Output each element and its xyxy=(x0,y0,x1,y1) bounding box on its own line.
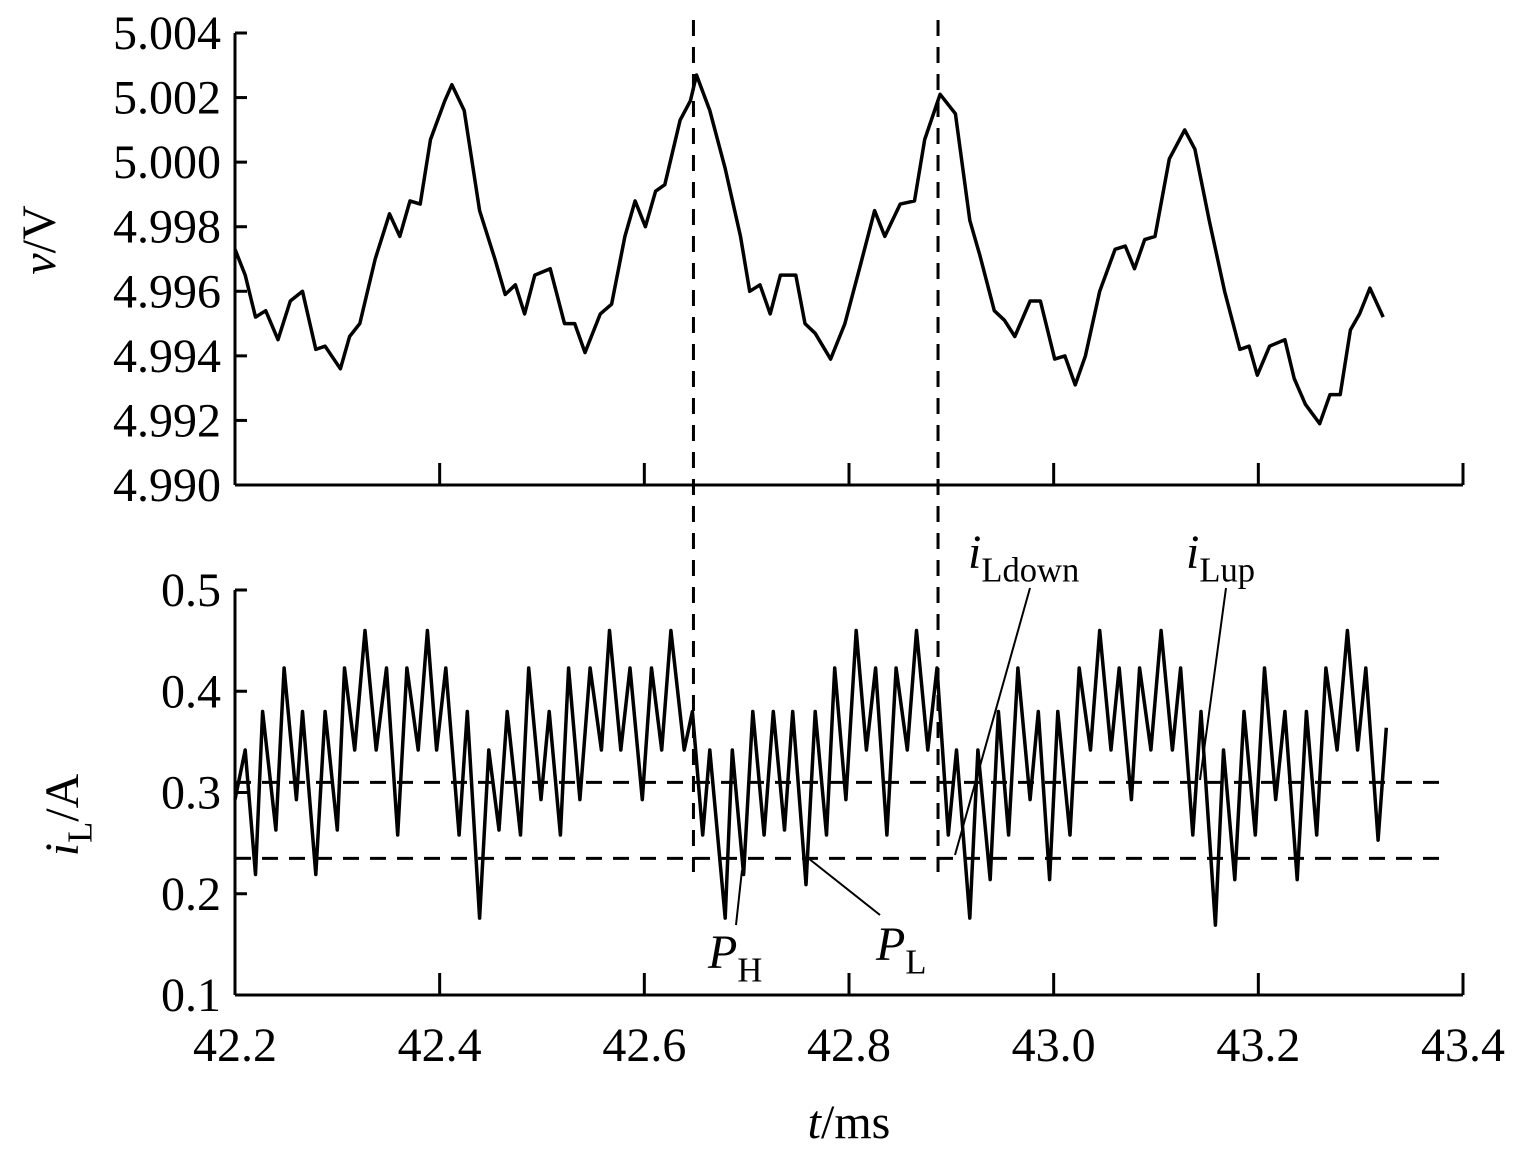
annotation-part: P xyxy=(875,918,905,971)
x-tick-label: 43.0 xyxy=(1012,1019,1096,1072)
y-tick-label: 5.004 xyxy=(113,7,221,60)
annotation-part: Lup xyxy=(1199,551,1255,589)
x-tick-label: 43.4 xyxy=(1421,1019,1505,1072)
annotation-leader xyxy=(954,587,1031,856)
annotation: PH xyxy=(707,926,762,989)
y-tick-label: 4.992 xyxy=(113,394,221,447)
x-axis-label-part: /ms xyxy=(821,1096,890,1149)
y-tick-label: 0.1 xyxy=(161,969,221,1022)
y-tick-label: 0.4 xyxy=(161,665,221,718)
x-tick-label: 43.2 xyxy=(1216,1019,1300,1072)
annotation-part: P xyxy=(707,926,737,979)
x-tick-label: 42.4 xyxy=(398,1019,482,1072)
y-axis-label-part: L xyxy=(61,822,99,843)
annotation-leader xyxy=(1199,587,1227,781)
x-axis-label-part: t xyxy=(808,1096,823,1149)
annotation-part: i xyxy=(1186,526,1199,579)
y-tick-label: 0.2 xyxy=(161,868,221,921)
y-tick-label: 5.002 xyxy=(113,72,221,125)
y-axis-label-part: /A xyxy=(36,773,89,821)
y-tick-label: 4.994 xyxy=(113,330,221,383)
y-axis-label: v/V xyxy=(13,205,66,275)
x-tick-label: 42.2 xyxy=(193,1019,277,1072)
y-tick-label: 0.3 xyxy=(161,767,221,820)
y-axis-label-part: i xyxy=(36,843,89,856)
x-tick-label: 42.8 xyxy=(807,1019,891,1072)
annotation: iLdown xyxy=(968,526,1079,589)
x-tick-label: 42.6 xyxy=(602,1019,686,1072)
annotation-part: L xyxy=(905,943,926,981)
y-tick-label: 4.996 xyxy=(113,265,221,318)
annotation: PL xyxy=(875,918,926,981)
y-tick-label: 4.990 xyxy=(113,459,221,512)
annotation-leader xyxy=(807,857,881,916)
y-axis-label: iL/A xyxy=(36,773,99,856)
annotation-part: Ldown xyxy=(981,551,1079,589)
annotation-part: H xyxy=(737,951,762,989)
annotation-leader xyxy=(735,869,743,926)
y-tick-label: 0.5 xyxy=(161,564,221,617)
y-axis-label-part: v xyxy=(13,253,66,275)
annotation-part: i xyxy=(968,526,981,579)
data-line xyxy=(233,628,1389,927)
annotation: iLup xyxy=(1186,526,1255,589)
y-tick-label: 4.998 xyxy=(113,201,221,254)
x-axis-label: t/ms xyxy=(808,1096,891,1149)
y-tick-label: 5.000 xyxy=(113,136,221,189)
data-line xyxy=(233,73,1385,426)
y-axis-label-part: /V xyxy=(13,205,66,253)
